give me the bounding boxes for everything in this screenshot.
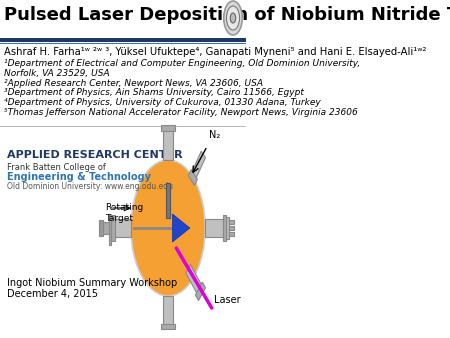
Text: Old Dominion University: www.eng.odu.edu: Old Dominion University: www.eng.odu.edu (7, 182, 172, 191)
FancyBboxPatch shape (205, 219, 223, 237)
FancyBboxPatch shape (0, 126, 246, 127)
FancyBboxPatch shape (226, 217, 229, 239)
FancyBboxPatch shape (111, 215, 115, 241)
Text: Ingot Niobium Summary Workshop: Ingot Niobium Summary Workshop (7, 278, 177, 288)
FancyBboxPatch shape (0, 43, 246, 44)
FancyBboxPatch shape (229, 232, 234, 236)
Polygon shape (195, 282, 206, 300)
FancyBboxPatch shape (113, 219, 131, 237)
Text: ⁵Thomas Jefferson National Accelerator Facility, Newport News, Virginia 23606: ⁵Thomas Jefferson National Accelerator F… (4, 108, 358, 117)
FancyBboxPatch shape (229, 226, 234, 230)
Text: ⁴Department of Physics, University of Cukurova, 01330 Adana, Turkey: ⁴Department of Physics, University of Cu… (4, 98, 321, 107)
Text: APPLIED RESEARCH CENTER: APPLIED RESEARCH CENTER (7, 150, 182, 160)
FancyBboxPatch shape (166, 183, 170, 218)
Text: Ashraf H. Farha¹ʷ ²ʷ ³, Yüksel Ufuktepe⁴, Ganapati Myneni⁵ and Hani E. Elsayed-A: Ashraf H. Farha¹ʷ ²ʷ ³, Yüksel Ufuktepe⁴… (4, 47, 427, 57)
Text: Rotating
Target: Rotating Target (105, 203, 144, 223)
FancyBboxPatch shape (223, 215, 226, 241)
Text: Pulsed Laser Deposition of Niobium Nitride Thin Films: Pulsed Laser Deposition of Niobium Nitri… (4, 6, 450, 24)
FancyBboxPatch shape (163, 130, 173, 160)
Circle shape (224, 1, 242, 35)
Polygon shape (188, 170, 198, 185)
Polygon shape (191, 151, 206, 181)
Polygon shape (186, 264, 203, 295)
Polygon shape (172, 214, 190, 242)
FancyBboxPatch shape (109, 215, 111, 245)
Text: December 4, 2015: December 4, 2015 (7, 289, 98, 299)
Text: ¹Department of Electrical and Computer Engineering, Old Dominion University,: ¹Department of Electrical and Computer E… (4, 59, 360, 68)
FancyBboxPatch shape (163, 296, 173, 324)
Text: Frank Batten College of: Frank Batten College of (7, 163, 105, 172)
FancyBboxPatch shape (0, 38, 246, 42)
Circle shape (131, 160, 205, 296)
Text: ²Applied Research Center, Newport News, VA 23606, USA: ²Applied Research Center, Newport News, … (4, 79, 263, 88)
Text: ³Department of Physics, Ain Shams University, Cairo 11566, Egypt: ³Department of Physics, Ain Shams Univer… (4, 89, 304, 97)
FancyBboxPatch shape (161, 324, 175, 329)
Text: Engineering & Technology: Engineering & Technology (7, 172, 151, 182)
Circle shape (230, 13, 236, 23)
Text: Norfolk, VA 23529, USA: Norfolk, VA 23529, USA (4, 69, 110, 78)
Circle shape (226, 6, 239, 30)
Text: Laser: Laser (215, 295, 241, 305)
FancyBboxPatch shape (161, 125, 175, 131)
Text: N₂: N₂ (209, 130, 220, 140)
FancyBboxPatch shape (229, 220, 234, 224)
FancyBboxPatch shape (99, 220, 103, 236)
FancyBboxPatch shape (103, 222, 109, 234)
